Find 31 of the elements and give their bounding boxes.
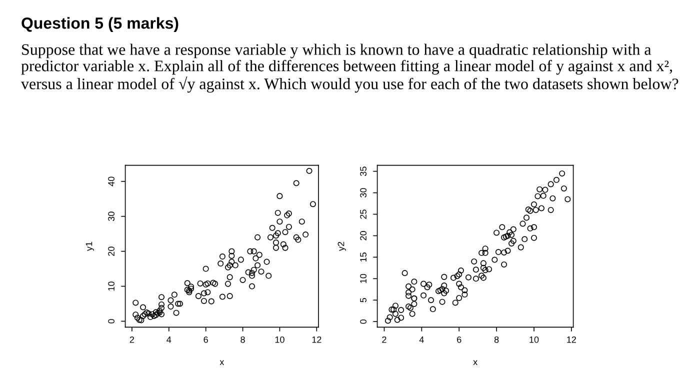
y-tick-label: 30 <box>360 188 366 198</box>
y-tick-label: 20 <box>108 246 114 256</box>
x-tick-label: 6 <box>457 336 462 343</box>
x-tick-label: 12 <box>567 336 576 343</box>
y-axis-title: y1 <box>86 242 94 251</box>
y-tick-label: 20 <box>360 231 366 240</box>
x-tick-label: 10 <box>530 336 539 343</box>
y-tick-label: 15 <box>360 252 366 262</box>
x-tick-label: 10 <box>275 336 284 343</box>
x-tick-label: 4 <box>419 336 424 343</box>
x-axis-title: x <box>220 360 224 366</box>
y-tick-label: 35 <box>360 166 366 176</box>
y-tick-label: 0 <box>360 319 366 324</box>
x-tick-label: 2 <box>382 336 386 343</box>
y-tick-label: 10 <box>360 274 366 283</box>
x-tick-label: 8 <box>494 336 499 343</box>
y-tick-label: 30 <box>108 212 114 222</box>
y-tick-label: 5 <box>360 298 366 302</box>
y-tick-label: 10 <box>108 282 114 291</box>
x-tick-label: 4 <box>166 336 172 343</box>
x-axis-title: x <box>473 360 478 366</box>
y-tick-label: 0 <box>108 319 114 324</box>
chart-subtitle: Suppose that we have a response variable y which is known to have a quadratic relationship with a predictor variable x. Explain all of the differences between fitting a linear model of y against x and x², versus a linear model of √y against x. Which would you use for each of the two datasets shown below? <box>21 44 678 93</box>
x-tick-label: 2 <box>130 336 134 343</box>
x-tick-label: 8 <box>240 336 245 343</box>
x-tick-label: 12 <box>312 336 322 343</box>
y-tick-label: 40 <box>108 176 114 186</box>
y-tick-label: 25 <box>360 210 366 219</box>
y-axis-title: y2 <box>338 242 346 251</box>
x-tick-label: 6 <box>204 336 208 343</box>
chart-title: Question 5 (5 marks) <box>22 17 178 32</box>
